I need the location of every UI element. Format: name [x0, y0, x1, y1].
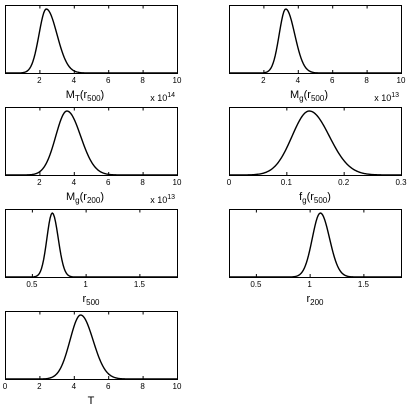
x-tick-label: 10 [173, 382, 182, 391]
axes-frame [5, 5, 178, 74]
x-tick-label: 0 [227, 178, 232, 187]
x-tick-label: 6 [106, 382, 111, 391]
x-axis-label: fg(r500) [299, 191, 331, 205]
x-tick-label: 8 [140, 76, 145, 85]
x-tick-label: 6 [106, 178, 111, 187]
x-axis-label: r200 [306, 293, 324, 307]
panel-1: 2 4 6 8 10 MT(r500) x 1014 [5, 5, 182, 103]
axes-frame [5, 311, 178, 380]
axes-frame [229, 107, 402, 176]
x-tick-label: 10 [173, 76, 182, 85]
x-axis-label: Mg(r500) [290, 89, 328, 103]
x-tick-label: 2 [37, 382, 42, 391]
x-tick-label: 2 [37, 76, 42, 85]
axis-multiplier: x 1013 [374, 92, 399, 103]
x-tick-label: 0.5 [250, 280, 262, 289]
series-line [229, 212, 401, 278]
x-tick-label: 6 [106, 76, 111, 85]
panel-3: 2 4 6 8 10 Mg(r200) x 1013 [5, 107, 182, 205]
axes-frame [5, 209, 178, 278]
axis-multiplier: x 1013 [150, 194, 175, 205]
x-tick-label: 1 [307, 280, 312, 289]
x-tick-label: 0.3 [395, 178, 407, 187]
x-tick-label: 8 [364, 76, 369, 85]
panel-7: 0 2 4 6 8 10 T [3, 311, 182, 407]
panel-5: 0.5 1 1.5 r500 [5, 209, 178, 307]
panel-4: 0 0.1 0.2 0.3 fg(r500) [227, 107, 407, 205]
x-tick-label: 6 [330, 76, 335, 85]
axes-frame [229, 209, 402, 278]
x-axis-label: Mg(r200) [66, 191, 104, 205]
axes-frame [5, 107, 178, 176]
axis-multiplier: x 1014 [150, 92, 175, 103]
x-tick-label: 4 [72, 76, 77, 85]
series-line [229, 110, 401, 176]
axes-frame [229, 5, 402, 74]
x-tick-label: 1.5 [134, 280, 146, 289]
panel-2: 2 4 6 8 10 Mg(r500) x 1013 [229, 5, 406, 103]
x-tick-label: 10 [173, 178, 182, 187]
x-tick-label: 1 [83, 280, 88, 289]
x-tick-label: 1.5 [358, 280, 370, 289]
panel-6: 0.5 1 1.5 r200 [229, 209, 402, 307]
x-tick-label: 10 [397, 76, 406, 85]
series-line [5, 110, 177, 176]
x-tick-label: 0 [3, 382, 8, 391]
x-tick-label: 4 [72, 382, 77, 391]
x-tick-label: 2 [37, 178, 42, 187]
series-line [229, 8, 401, 74]
x-tick-label: 0.1 [281, 178, 293, 187]
x-tick-label: 8 [140, 178, 145, 187]
x-axis-label: r500 [82, 293, 100, 307]
x-tick-label: 8 [140, 382, 145, 391]
series-line [5, 314, 177, 380]
x-tick-label: 4 [72, 178, 77, 187]
x-tick-label: 0.5 [26, 280, 38, 289]
x-axis-label: MT(r500) [66, 89, 104, 103]
x-tick-label: 2 [261, 76, 266, 85]
x-tick-label: 0.2 [338, 178, 350, 187]
series-line [5, 8, 177, 74]
x-axis-label: T [88, 395, 95, 407]
x-tick-label: 4 [296, 76, 301, 85]
series-line [5, 212, 177, 278]
